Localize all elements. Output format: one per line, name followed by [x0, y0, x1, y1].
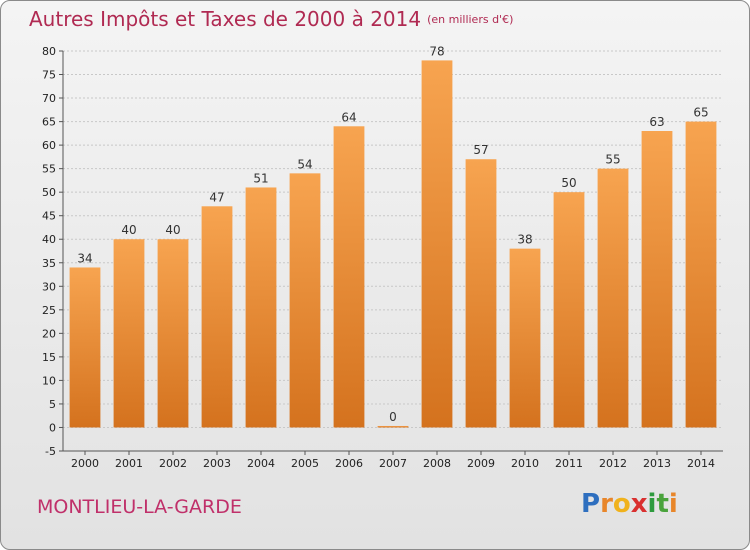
x-tick-label: 2003 [203, 457, 231, 470]
value-label-2013: 63 [649, 115, 664, 129]
value-label-2000: 34 [77, 251, 92, 265]
commune-name: MONTLIEU-LA-GARDE [37, 496, 242, 518]
x-tick-label: 2011 [555, 457, 583, 470]
bar-2014 [685, 121, 717, 428]
bar-2000 [69, 267, 101, 428]
bar-2003 [201, 206, 233, 428]
y-tick-label: 35 [42, 257, 56, 270]
x-tick-label: 2010 [511, 457, 539, 470]
value-label-2008: 78 [429, 44, 444, 58]
x-tick-label: 2000 [71, 457, 99, 470]
x-tick-label: 2008 [423, 457, 451, 470]
x-tick-label: 2001 [115, 457, 143, 470]
value-label-2005: 54 [297, 157, 312, 171]
x-tick-label: 2013 [643, 457, 671, 470]
x-tick-label: 2014 [687, 457, 715, 470]
bar-2006 [333, 126, 365, 428]
y-tick-label: 20 [42, 327, 56, 340]
x-tick-label: 2006 [335, 457, 363, 470]
y-tick-label: 65 [42, 116, 56, 129]
x-tick-label: 2012 [599, 457, 627, 470]
x-tick-label: 2002 [159, 457, 187, 470]
y-tick-label: 50 [42, 186, 56, 199]
value-label-2004: 51 [253, 171, 268, 185]
bar-2011 [553, 192, 585, 428]
y-tick-label: 45 [42, 210, 56, 223]
bar-2005 [289, 173, 321, 428]
y-tick-label: 75 [42, 69, 56, 82]
y-tick-label: 30 [42, 280, 56, 293]
value-label-2010: 38 [517, 233, 532, 247]
bar-2008 [421, 60, 453, 428]
y-tick-label: 70 [42, 92, 56, 105]
y-tick-label: 5 [49, 398, 56, 411]
bar-2009 [465, 159, 497, 428]
value-label-2011: 50 [561, 176, 576, 190]
value-label-2009: 57 [473, 143, 488, 157]
y-tick-label: -5 [45, 445, 56, 458]
bar-2001 [113, 239, 145, 428]
chart-title: Autres Impôts et Taxes de 2000 à 2014 (en… [29, 7, 513, 31]
x-tick-label: 2005 [291, 457, 319, 470]
value-label-2002: 40 [165, 223, 180, 237]
bar-2007 [377, 425, 409, 428]
proxiti-logo: Proxiti [581, 489, 678, 519]
chart-unit: (en milliers d'€) [427, 13, 514, 26]
y-tick-label: 55 [42, 163, 56, 176]
bar-2012 [597, 168, 629, 428]
x-tick-label: 2007 [379, 457, 407, 470]
y-tick-label: 25 [42, 304, 56, 317]
value-label-2014: 65 [693, 106, 708, 120]
value-label-2003: 47 [209, 190, 224, 204]
y-tick-label: 15 [42, 351, 56, 364]
y-tick-label: 40 [42, 233, 56, 246]
x-tick-label: 2009 [467, 457, 495, 470]
y-tick-label: 10 [42, 374, 56, 387]
value-label-2007: 0 [389, 410, 397, 424]
x-tick-label: 2004 [247, 457, 275, 470]
value-label-2006: 64 [341, 110, 356, 124]
value-label-2001: 40 [121, 223, 136, 237]
bar-2004 [245, 187, 277, 428]
bar-2013 [641, 131, 673, 428]
bar-2010 [509, 248, 541, 428]
y-tick-label: 0 [49, 421, 56, 434]
y-tick-label: 60 [42, 139, 56, 152]
value-label-2012: 55 [605, 153, 620, 167]
bar-2002 [157, 239, 189, 428]
y-tick-label: 80 [42, 45, 56, 58]
chart-title-text: Autres Impôts et Taxes de 2000 à 2014 [29, 7, 422, 31]
